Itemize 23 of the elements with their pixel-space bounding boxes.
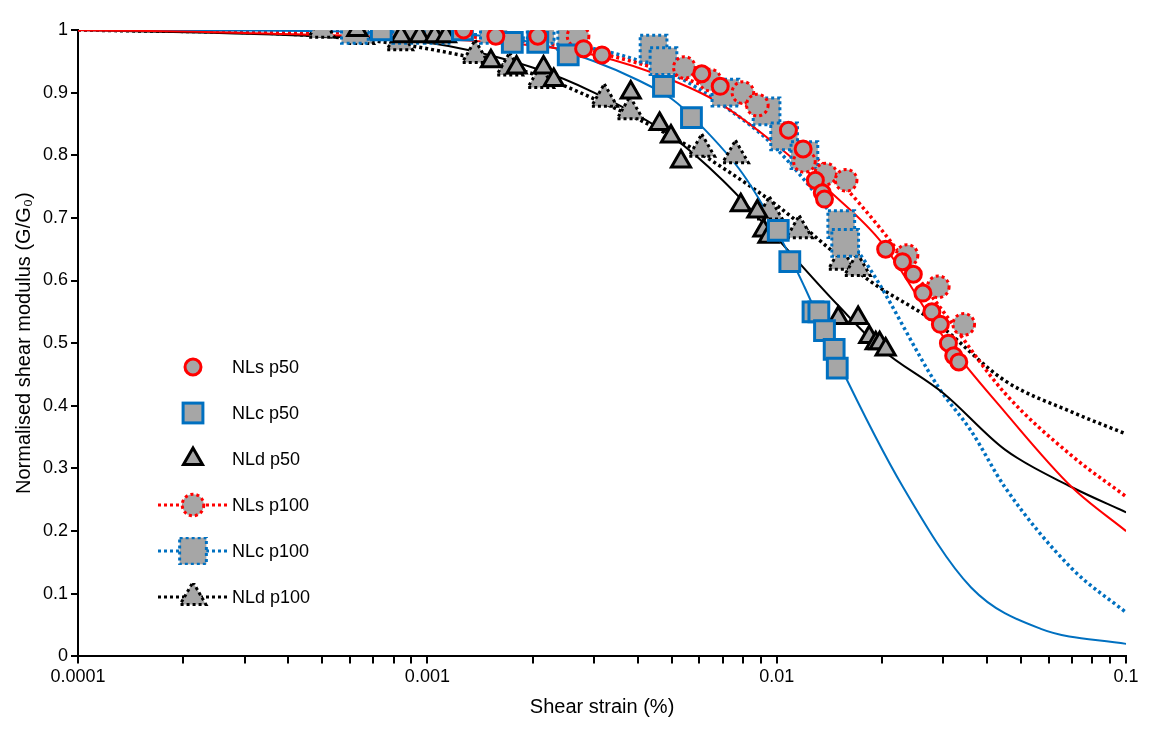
y-tick-label: 0 [58,645,69,666]
legend-label: NLc p50 [232,402,300,424]
legend-label: NLd p100 [232,586,311,608]
x-axis-title: Shear strain (%) [529,694,675,717]
y-tick-label: 0.7 [42,206,69,227]
legend-label: NLd p50 [232,448,301,470]
legend-label: NLs p50 [232,356,300,378]
legend-label: NLc p100 [232,540,310,562]
y-tick-label: 0.3 [42,457,69,478]
x-tick-label: 0.001 [404,666,450,687]
y-tick-label: 0.4 [42,394,69,415]
y-tick-label: 1 [58,18,69,39]
x-tick-label: 0.0001 [50,666,106,687]
legend-label: NLs p100 [232,494,310,516]
y-tick-label: 0.1 [42,582,69,603]
y-tick-label: 0.6 [42,269,69,290]
y-tick-label: 0.5 [42,332,69,353]
y-tick-label: 0.2 [42,520,69,541]
y-tick-label: 0.9 [42,81,69,102]
x-tick-label: 0.01 [759,666,795,687]
y-tick-label: 0.8 [42,144,69,165]
x-tick-label: 0.1 [1113,666,1139,687]
y-axis-title: Normalised shear modulus (G/G₀) [11,192,34,495]
